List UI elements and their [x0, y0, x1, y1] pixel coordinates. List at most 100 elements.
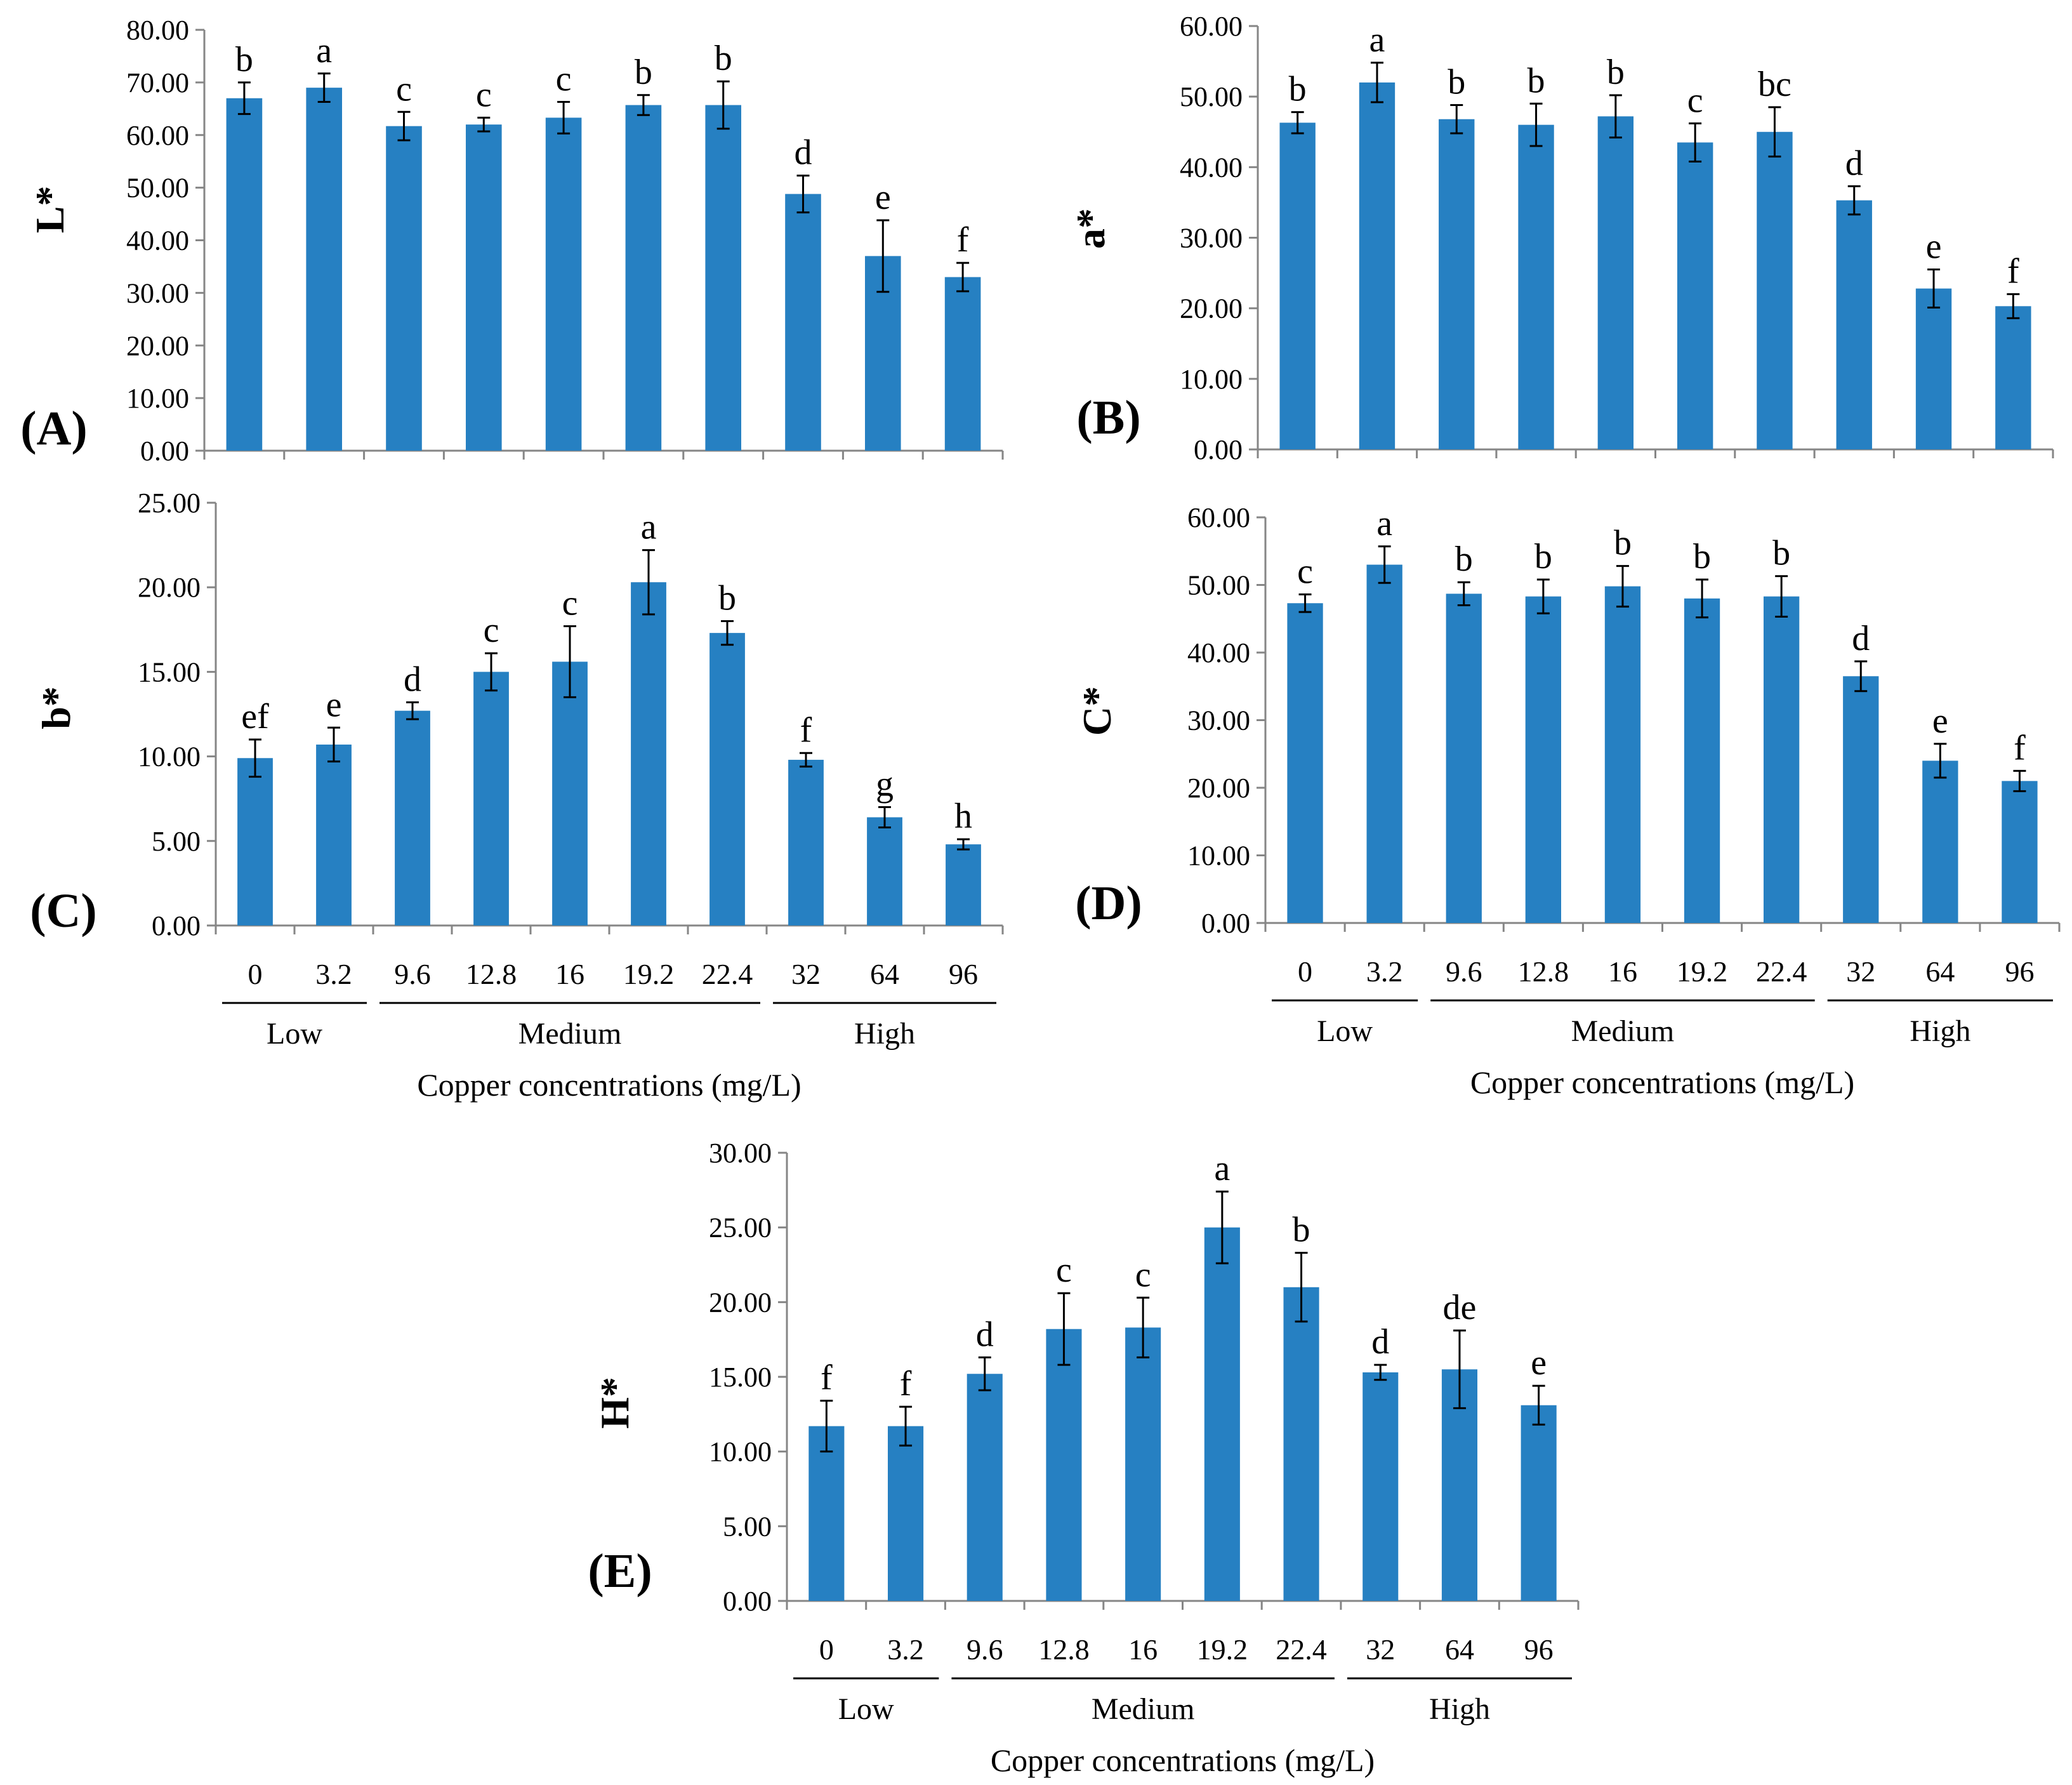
y-axis-title: L*: [27, 186, 72, 234]
bar: [1287, 603, 1323, 923]
x-tick-label: 16: [555, 958, 584, 990]
x-tick-label: 96: [949, 958, 978, 990]
bar: [386, 126, 422, 451]
y-axis-title: C*: [1074, 686, 1119, 736]
significance-letter: a: [641, 508, 657, 547]
significance-letter: f: [800, 710, 812, 750]
significance-letter: c: [1135, 1255, 1151, 1294]
significance-letter: e: [1531, 1343, 1547, 1383]
significance-letter: b: [1293, 1211, 1310, 1250]
bar: [1597, 116, 1634, 449]
bar: [967, 1374, 1003, 1601]
bar: [237, 758, 273, 926]
significance-letter: f: [957, 220, 969, 260]
bar: [1995, 306, 2031, 449]
y-tick-label: 5.00: [723, 1511, 772, 1542]
group-label: High: [854, 1017, 915, 1051]
y-tick-label: 40.00: [1187, 637, 1250, 668]
panel-label: (E): [588, 1544, 652, 1598]
bar: [1525, 596, 1561, 923]
x-tick-label: 3.2: [315, 958, 352, 990]
bar: [1521, 1405, 1557, 1601]
significance-letter: c: [1687, 81, 1703, 120]
y-tick-label: 0.00: [1201, 908, 1250, 939]
significance-letter: b: [635, 53, 652, 92]
significance-letter: b: [1772, 534, 1790, 573]
significance-letter: c: [1056, 1251, 1072, 1290]
x-tick-label: 19.2: [1197, 1633, 1248, 1666]
significance-letter: c: [396, 69, 412, 109]
significance-letter: a: [316, 31, 332, 70]
significance-letter: d: [1845, 143, 1863, 183]
y-tick-label: 30.00: [126, 277, 189, 309]
significance-letter: f: [900, 1364, 912, 1403]
significance-letter: h: [954, 797, 972, 836]
panel-a: 0.00 10.00 20.00 30.00 40.00 50.00 60.00 70.00 8…: [20, 15, 1004, 467]
y-tick-label: 0.00: [140, 435, 189, 467]
significance-letter: c: [562, 583, 578, 623]
y-tick-label: 30.00: [709, 1138, 772, 1169]
x-tick-label: 16: [1128, 1633, 1158, 1666]
group-label: Medium: [1571, 1014, 1675, 1048]
x-tick-label: 32: [1366, 1633, 1395, 1666]
significance-letter: e: [1932, 701, 1948, 741]
bar: [1366, 564, 1402, 923]
x-tick-label: 12.8: [1038, 1633, 1090, 1666]
group-label: High: [1910, 1014, 1970, 1048]
panel-c: 0.00 5.00 10.00 15.00 20.00 25.00 ef e d c c a b f g h b…: [30, 488, 1004, 1103]
bar: [2002, 781, 2038, 923]
bar: [808, 1426, 845, 1601]
bar: [552, 661, 588, 926]
x-tick-label: 22.4: [702, 958, 753, 990]
significance-letter: f: [2007, 251, 2019, 291]
y-tick-label: 30.00: [1180, 223, 1243, 254]
x-tick-label: 3.2: [1366, 955, 1403, 988]
bar: [946, 844, 981, 926]
bar: [1604, 586, 1641, 923]
significance-letter: c: [484, 611, 499, 650]
significance-letter: e: [875, 178, 891, 217]
bar: [785, 194, 821, 451]
x-tick-label: 19.2: [623, 958, 675, 990]
bar: [1915, 288, 1952, 449]
bar: [226, 98, 263, 451]
bar: [887, 1426, 924, 1601]
y-tick-label: 15.00: [138, 656, 201, 687]
bar: [867, 817, 902, 926]
bar: [1359, 82, 1396, 449]
group-label: Low: [267, 1017, 322, 1051]
x-tick-label: 0: [248, 958, 263, 990]
bar: [465, 124, 502, 451]
significance-letter: ef: [241, 697, 269, 736]
bar: [788, 759, 824, 926]
bar: [1518, 124, 1554, 449]
significance-letter: b: [1693, 537, 1711, 576]
y-tick-label: 10.00: [1180, 364, 1243, 395]
bar: [1046, 1329, 1082, 1601]
significance-letter: a: [1376, 504, 1392, 543]
panel-label: (A): [20, 402, 88, 455]
group-label: Medium: [1092, 1692, 1195, 1726]
significance-letter: d: [1371, 1322, 1389, 1362]
x-tick-label: 22.4: [1276, 1633, 1327, 1666]
y-tick-label: 40.00: [1180, 152, 1243, 183]
x-axis-title: Copper concentrations (mg/L): [417, 1067, 801, 1103]
bar: [1363, 1372, 1399, 1601]
panel-label: (D): [1075, 877, 1142, 930]
group-label: Medium: [518, 1017, 622, 1051]
y-tick-label: 70.00: [126, 67, 189, 98]
significance-letter: b: [1289, 70, 1307, 109]
y-tick-label: 20.00: [709, 1287, 772, 1318]
bar: [1283, 1287, 1319, 1601]
x-axis-title: Copper concentrations (mg/L): [1470, 1065, 1854, 1100]
bar: [1836, 200, 1872, 449]
y-tick-label: 0.00: [152, 910, 201, 941]
significance-letter: a: [1214, 1149, 1230, 1188]
y-tick-label: 20.00: [138, 572, 201, 603]
x-tick-label: 12.8: [1518, 955, 1569, 988]
significance-letter: bc: [1758, 65, 1792, 104]
y-tick-label: 50.00: [126, 173, 189, 204]
x-tick-label: 22.4: [1756, 955, 1807, 988]
